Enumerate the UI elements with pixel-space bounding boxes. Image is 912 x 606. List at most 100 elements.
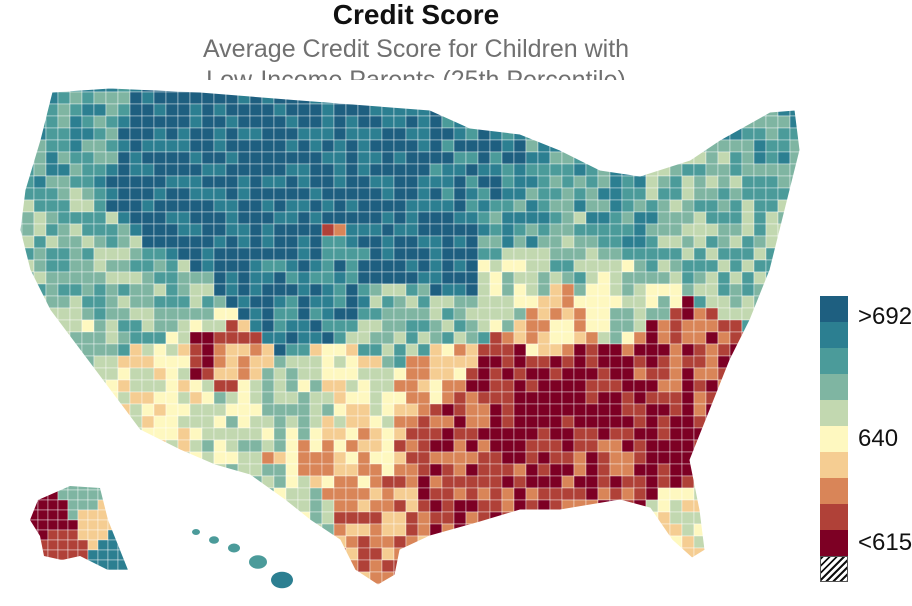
county-cell [213, 415, 227, 429]
county-cell [129, 391, 143, 405]
county-cell [177, 271, 191, 285]
county-cell [405, 127, 419, 141]
county-cell [417, 295, 431, 309]
county-cell [429, 271, 443, 285]
county-cell [489, 487, 503, 501]
county-cell [681, 235, 695, 249]
county-cell [189, 103, 203, 117]
county-cell [77, 489, 89, 501]
county-cell [321, 379, 335, 393]
county-cell [297, 187, 311, 201]
county-cell [345, 139, 359, 153]
county-cell [669, 295, 683, 309]
county-cell [441, 391, 455, 405]
county-cell [261, 115, 275, 129]
county-cell [273, 295, 287, 309]
county-cell [357, 367, 371, 381]
county-cell [429, 259, 443, 273]
county-cell [777, 175, 791, 189]
county-cell [213, 343, 227, 357]
legend-no-data-swatch [820, 556, 848, 582]
county-cell [465, 247, 479, 261]
county-cell [765, 163, 779, 177]
county-cell [357, 451, 371, 465]
county-cell [177, 343, 191, 357]
county-cell [261, 427, 275, 441]
county-cell [717, 307, 731, 321]
county-cell [93, 187, 107, 201]
county-cell [753, 199, 767, 213]
county-cell [237, 439, 251, 453]
county-cell [189, 259, 203, 273]
county-cell [465, 151, 479, 165]
county-cell [237, 283, 251, 297]
county-cell [561, 451, 575, 465]
county-cell [67, 529, 79, 541]
county-cell [201, 283, 215, 297]
county-cell [201, 115, 215, 129]
county-cell [537, 247, 551, 261]
county-cell [513, 475, 527, 489]
county-cell [189, 211, 203, 225]
county-cell [225, 115, 239, 129]
county-cell [297, 247, 311, 261]
county-cell [321, 487, 335, 501]
county-cell [525, 319, 539, 333]
county-cell [669, 499, 683, 513]
county-cell [141, 187, 155, 201]
county-cell [81, 307, 95, 321]
county-cell [285, 439, 299, 453]
county-cell [561, 427, 575, 441]
county-cell [549, 343, 563, 357]
county-cell [225, 379, 239, 393]
county-cell [585, 319, 599, 333]
county-cell [501, 235, 515, 249]
county-cell [213, 139, 227, 153]
county-cell [153, 295, 167, 309]
county-cell [333, 199, 347, 213]
county-cell [285, 259, 299, 273]
county-cell [621, 415, 635, 429]
county-cell [321, 403, 335, 417]
county-cell [249, 259, 263, 273]
county-cell [117, 379, 131, 393]
county-cell [549, 211, 563, 225]
county-cell [177, 295, 191, 309]
county-cell [513, 271, 527, 285]
county-cell [693, 367, 707, 381]
county-cell [249, 271, 263, 285]
county-cell [213, 391, 227, 405]
county-cell [105, 331, 119, 345]
county-cell [261, 187, 275, 201]
county-cell [633, 391, 647, 405]
county-cell [525, 379, 539, 393]
county-cell [381, 259, 395, 273]
county-cell [525, 403, 539, 417]
county-cell [177, 175, 191, 189]
county-cell [525, 355, 539, 369]
county-cell [645, 403, 659, 417]
county-cell [333, 319, 347, 333]
county-cell [345, 403, 359, 417]
county-cell [357, 487, 371, 501]
county-cell [237, 115, 251, 129]
county-cell [597, 259, 611, 273]
county-cell [321, 475, 335, 489]
county-cell [33, 199, 47, 213]
county-cell [561, 283, 575, 297]
county-cell [69, 211, 83, 225]
county-cell [345, 451, 359, 465]
county-cell [105, 115, 119, 129]
county-cell [501, 295, 515, 309]
county-cell [57, 509, 69, 521]
county-cell [561, 475, 575, 489]
county-cell [393, 211, 407, 225]
county-cell [81, 199, 95, 213]
county-cell [393, 379, 407, 393]
county-cell [213, 163, 227, 177]
county-cell [285, 163, 299, 177]
county-cell [621, 271, 635, 285]
county-cell [381, 283, 395, 297]
county-cell [537, 307, 551, 321]
county-cell [357, 331, 371, 345]
